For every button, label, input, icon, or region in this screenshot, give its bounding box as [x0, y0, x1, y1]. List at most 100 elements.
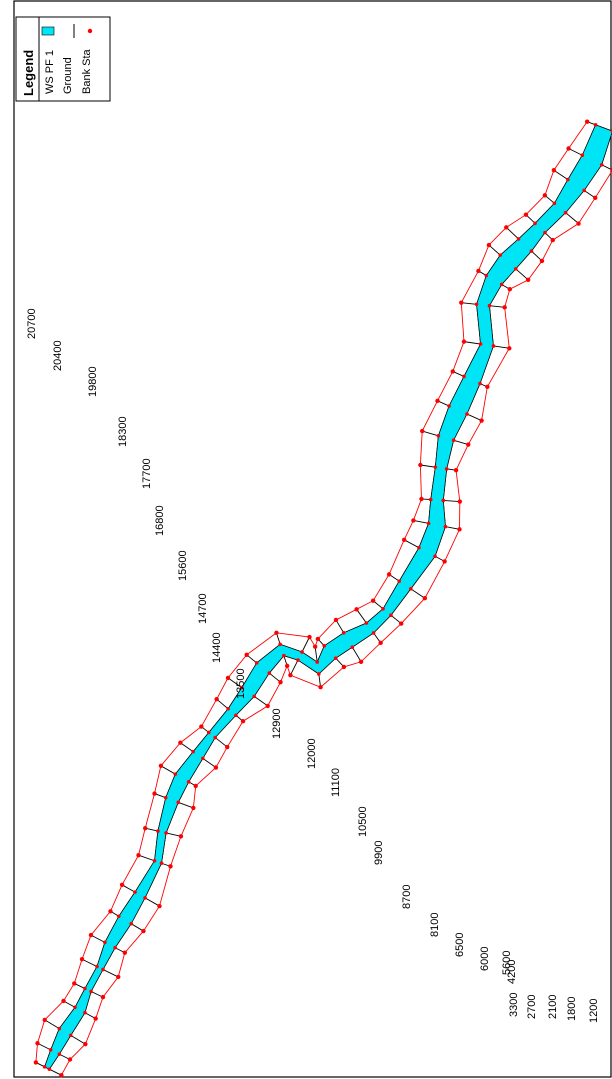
bank-station-dot [199, 724, 204, 729]
bank-station-dot [42, 1065, 47, 1069]
station-label: 3300 [508, 993, 520, 1017]
bank-station-dot [159, 861, 164, 866]
bank-station-dot [67, 1057, 73, 1062]
bank-station-dot [566, 177, 570, 182]
station-label: 15600 [177, 550, 189, 581]
bank-station-dot [576, 221, 581, 226]
station-label: 1800 [566, 997, 578, 1021]
bank-station-dot [580, 153, 585, 158]
bank-station-dot [354, 607, 359, 612]
bank-station-dot [370, 598, 376, 603]
bank-station-dot [341, 631, 346, 635]
station-label: 17700 [141, 458, 153, 489]
bank-station-dot [513, 267, 518, 271]
station-label: 5600 [501, 951, 513, 975]
station-label: 11100 [330, 768, 342, 797]
bank-station-dot [252, 694, 257, 699]
bank-station-dot [193, 783, 198, 789]
bank-station-dot [108, 909, 113, 914]
bank-station-dot [213, 765, 219, 770]
legend-item-ws-pf-1: WS PF 1 [44, 50, 56, 94]
bank-station-dot [378, 640, 383, 646]
legend-item-bank-sta: Bank Sta [81, 48, 93, 94]
legend: Legend WS PF 1 Ground Bank Sta [15, 16, 111, 102]
bank-station-dot [486, 242, 492, 248]
bank-station-dot [461, 339, 467, 344]
bank-station-dot [83, 986, 87, 991]
bank-station-dot [364, 621, 369, 625]
bank-station-dot [453, 467, 459, 473]
bank-station-dot [358, 659, 364, 664]
bank-station-dot [129, 921, 134, 926]
bank-station-dot [333, 656, 338, 660]
bank-station-dot [207, 730, 211, 735]
bank-station-dot [113, 945, 117, 950]
bank-station-dot [61, 998, 66, 1004]
station-label: 2700 [526, 995, 538, 1019]
station-label: 20400 [52, 340, 64, 371]
bank-station-dot [312, 644, 318, 649]
bank-station-dot [381, 606, 385, 611]
bank-station-dot [457, 499, 463, 504]
bank-station-dot [225, 744, 230, 750]
plot-frame [13, 0, 612, 1078]
station-label: 18300 [117, 416, 129, 447]
bank-station-dot [186, 780, 191, 784]
station-label: 8100 [429, 913, 441, 937]
bank-station-dot [68, 1033, 73, 1038]
bank-station-dot [584, 119, 590, 124]
bank-station-dot [419, 496, 424, 502]
bank-station-dot [101, 967, 105, 972]
bank-station-dot [72, 981, 77, 986]
bank-station-dot [499, 282, 504, 287]
bank-station-dot [178, 740, 183, 745]
bank-station-dot [474, 302, 479, 307]
bank-station-dot [484, 273, 489, 278]
bank-station-dot [164, 831, 168, 835]
bank-station-dot [420, 428, 425, 434]
bank-station-dot [79, 957, 85, 962]
bank-station-dot [397, 579, 402, 583]
bank-station-dot [507, 346, 512, 351]
bank-station-dot [315, 636, 321, 642]
bank-station-dot [401, 537, 407, 543]
bank-station-dot [59, 1072, 64, 1078]
bank-station-dot [433, 554, 437, 559]
bank-station-dot [173, 772, 178, 776]
bank-station-dot [442, 559, 447, 564]
bank-station-dot [226, 706, 230, 711]
bank-station-dot [418, 462, 423, 468]
station-label: 6500 [454, 933, 466, 957]
bank-station-dot [213, 735, 217, 740]
bank-station-dot [282, 653, 286, 658]
bank-station-dot [42, 1017, 47, 1023]
bank-station-dot [451, 438, 456, 443]
bank-station-dot [100, 994, 106, 1000]
station-label: 6000 [479, 947, 491, 971]
bank-station-dot [533, 221, 537, 226]
bank-station-dot [422, 596, 428, 601]
bank-station-dot [457, 527, 462, 532]
bank-station-dot [504, 225, 509, 230]
bank-station-dot [57, 1026, 62, 1031]
bank-station-dot [447, 404, 451, 408]
bank-station-dot [83, 1041, 88, 1047]
bank-station-dot [225, 675, 231, 681]
station-label: 10500 [357, 806, 369, 837]
station-label: 14700 [197, 593, 209, 624]
bank-station-dot [462, 374, 466, 379]
bank-station-dot [284, 663, 290, 669]
legend-water-swatch [41, 26, 55, 36]
bank-station-dot [371, 631, 376, 635]
bank-station-dot [550, 237, 555, 243]
bank-station-dot [441, 498, 446, 503]
bank-station-dot [552, 201, 557, 206]
bank-station-dot [214, 696, 219, 702]
bank-station-dot [341, 664, 347, 670]
bank-station-dot [267, 671, 272, 675]
station-label: 12900 [271, 708, 283, 739]
bank-station-dot [89, 989, 93, 994]
station-label: 20700 [26, 308, 38, 339]
bank-station-dot [491, 344, 496, 348]
legend-box [15, 16, 111, 102]
